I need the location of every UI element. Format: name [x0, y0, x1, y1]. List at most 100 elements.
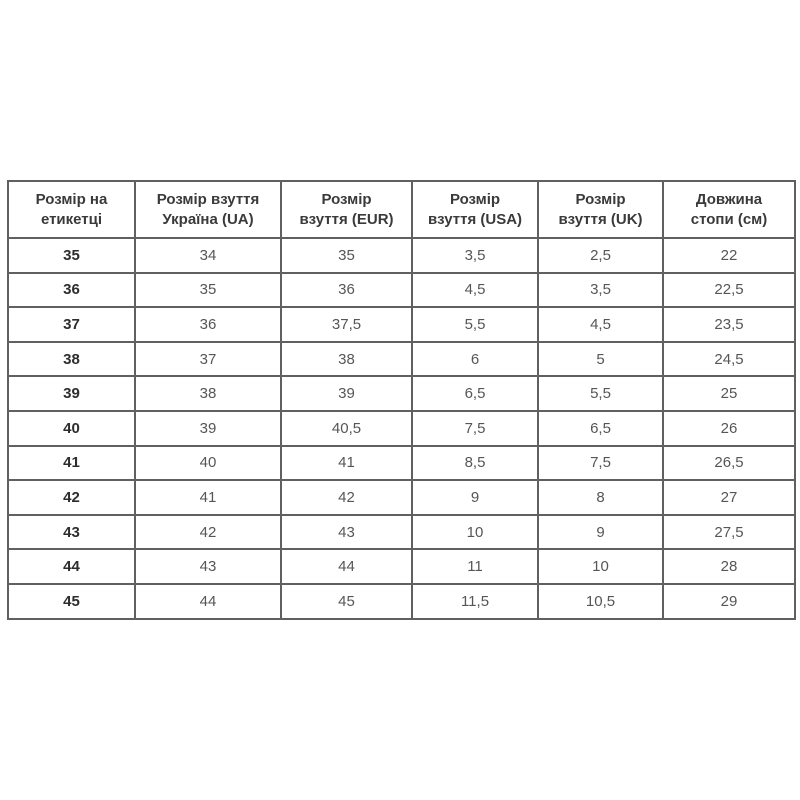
header-line: Розмір: [575, 190, 626, 208]
table-row: 45 44 45 11,5 10,5 29: [7, 582, 796, 620]
header-size-on-label: Розмір на етикетці: [7, 180, 136, 239]
header-line: Розмір: [449, 190, 501, 208]
cell-size-value: 38: [280, 340, 413, 378]
cell-size-value: 11: [411, 548, 539, 585]
cell-size-value: 44: [280, 548, 413, 585]
cell-size-value: 11,5: [411, 582, 539, 620]
cell-size-value: 10: [411, 513, 539, 551]
shoe-size-conversion-table: Розмір на етикетці Розмір взуття Україна…: [7, 180, 796, 620]
cell-size-value: 6,5: [411, 375, 539, 412]
table-row: 43 42 43 10 9 27,5: [7, 513, 796, 551]
cell-label-size: 42: [7, 479, 136, 516]
cell-label-size: 40: [7, 409, 136, 447]
cell-size-value: 39: [134, 409, 282, 447]
table-row: 36 35 36 4,5 3,5 22,5: [7, 271, 796, 309]
cell-size-value: 6,5: [537, 409, 664, 447]
header-size-usa: Розмір взуття (USA): [411, 180, 539, 239]
size-table-container: Розмір на етикетці Розмір взуття Україна…: [7, 180, 796, 620]
cell-size-value: 7,5: [411, 409, 539, 447]
table-row: 41 40 41 8,5 7,5 26,5: [7, 444, 796, 482]
cell-size-value: 10,5: [537, 582, 664, 620]
cell-size-value: 45: [280, 582, 413, 620]
cell-size-value: 38: [134, 375, 282, 412]
cell-size-value: 23,5: [662, 306, 796, 343]
header-line: взуття (USA): [427, 210, 523, 228]
cell-size-value: 24,5: [662, 340, 796, 378]
cell-size-value: 8,5: [411, 444, 539, 482]
cell-size-value: 22: [662, 237, 796, 274]
cell-label-size: 44: [7, 548, 136, 585]
cell-size-value: 4,5: [411, 271, 539, 309]
cell-size-value: 44: [134, 582, 282, 620]
header-line: Довжина: [695, 190, 763, 208]
cell-size-value: 4,5: [537, 306, 664, 343]
cell-size-value: 3,5: [411, 237, 539, 274]
cell-size-value: 41: [280, 444, 413, 482]
cell-size-value: 25: [662, 375, 796, 412]
cell-size-value: 5,5: [537, 375, 664, 412]
cell-size-value: 3,5: [537, 271, 664, 309]
cell-label-size: 38: [7, 340, 136, 378]
cell-size-value: 9: [537, 513, 664, 551]
cell-size-value: 28: [662, 548, 796, 585]
header-foot-length: Довжина стопи (см): [662, 180, 796, 239]
table-row: 42 41 42 9 8 27: [7, 479, 796, 516]
cell-size-value: 36: [280, 271, 413, 309]
cell-size-value: 6: [411, 340, 539, 378]
table-row: 35 34 35 3,5 2,5 22: [7, 237, 796, 274]
cell-label-size: 45: [7, 582, 136, 620]
header-size-ua: Розмір взуття Україна (UA): [134, 180, 282, 239]
cell-size-value: 43: [280, 513, 413, 551]
size-table-body: 35 34 35 3,5 2,5 22 36 35 36 4,5 3,5 22,5 37 36 37,5 5,…: [7, 237, 796, 620]
cell-size-value: 42: [280, 479, 413, 516]
header-line: взуття (UK): [558, 210, 643, 228]
cell-size-value: 37,5: [280, 306, 413, 343]
header-line: взуття (EUR): [299, 210, 394, 228]
header-line: етикетці: [40, 210, 103, 228]
cell-size-value: 2,5: [537, 237, 664, 274]
header-line: Україна (UA): [162, 210, 254, 228]
cell-size-value: 41: [134, 479, 282, 516]
cell-label-size: 39: [7, 375, 136, 412]
cell-label-size: 35: [7, 237, 136, 274]
table-row: 37 36 37,5 5,5 4,5 23,5: [7, 306, 796, 343]
header-size-uk: Розмір взуття (UK): [537, 180, 664, 239]
cell-size-value: 36: [134, 306, 282, 343]
table-row: 40 39 40,5 7,5 6,5 26: [7, 409, 796, 447]
cell-size-value: 27: [662, 479, 796, 516]
table-row: 38 37 38 6 5 24,5: [7, 340, 796, 378]
cell-label-size: 37: [7, 306, 136, 343]
header-row: Розмір на етикетці Розмір взуття Україна…: [7, 180, 796, 239]
header-size-eur: Розмір взуття (EUR): [280, 180, 413, 239]
cell-size-value: 27,5: [662, 513, 796, 551]
cell-size-value: 35: [134, 271, 282, 309]
cell-size-value: 7,5: [537, 444, 664, 482]
cell-size-value: 8: [537, 479, 664, 516]
table-row: 39 38 39 6,5 5,5 25: [7, 375, 796, 412]
cell-label-size: 43: [7, 513, 136, 551]
cell-size-value: 35: [280, 237, 413, 274]
cell-label-size: 41: [7, 444, 136, 482]
cell-size-value: 43: [134, 548, 282, 585]
header-line: стопи (см): [690, 210, 768, 228]
cell-size-value: 34: [134, 237, 282, 274]
cell-size-value: 5,5: [411, 306, 539, 343]
cell-size-value: 40,5: [280, 409, 413, 447]
cell-size-value: 10: [537, 548, 664, 585]
header-line: Розмір взуття: [156, 190, 260, 208]
cell-size-value: 40: [134, 444, 282, 482]
cell-size-value: 37: [134, 340, 282, 378]
cell-size-value: 5: [537, 340, 664, 378]
header-line: Розмір: [321, 190, 372, 208]
cell-size-value: 29: [662, 582, 796, 620]
cell-size-value: 9: [411, 479, 539, 516]
cell-label-size: 36: [7, 271, 136, 309]
cell-size-value: 39: [280, 375, 413, 412]
table-row: 44 43 44 11 10 28: [7, 548, 796, 585]
cell-size-value: 22,5: [662, 271, 796, 309]
cell-size-value: 26,5: [662, 444, 796, 482]
header-line: Розмір на: [35, 190, 108, 208]
cell-size-value: 42: [134, 513, 282, 551]
cell-size-value: 26: [662, 409, 796, 447]
